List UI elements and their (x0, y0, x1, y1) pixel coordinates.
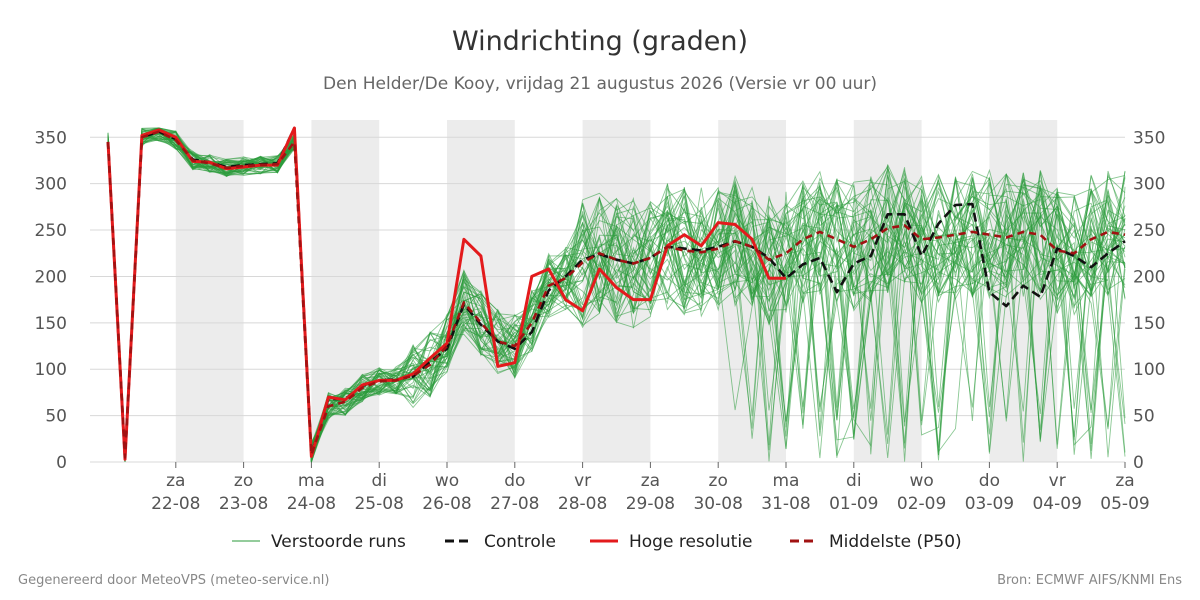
chart-subtitle: Den Helder/De Kooy, vrijdag 21 augustus … (323, 74, 877, 94)
y-tick-right-200: 200 (1133, 267, 1165, 287)
legend-label-3: Middelste (P50) (829, 532, 962, 552)
y-tick-right-0: 0 (1133, 453, 1144, 473)
x-tick-day-3: di (371, 471, 387, 491)
x-tick-date-11: 02-09 (897, 494, 946, 514)
y-tick-right-100: 100 (1133, 360, 1165, 380)
x-tick-day-4: wo (435, 471, 459, 491)
x-tick-date-12: 03-09 (965, 494, 1014, 514)
y-tick-left-300: 300 (35, 175, 67, 195)
ensemble-member-line-46 (107, 127, 1126, 463)
y-tick-right-300: 300 (1133, 175, 1165, 195)
ensemble-member-line-26 (107, 128, 1126, 463)
x-tick-day-6: vr (574, 471, 591, 491)
x-tick-date-1: 23-08 (219, 494, 268, 514)
x-tick-date-2: 24-08 (287, 494, 336, 514)
x-tick-day-10: di (846, 471, 862, 491)
series-line-hoge-resolutie (106, 126, 786, 461)
x-tick-day-1: zo (234, 471, 253, 491)
y-tick-left-50: 50 (45, 407, 67, 427)
ensemble-member-line-33 (107, 130, 1126, 463)
y-tick-right-350: 350 (1133, 128, 1165, 148)
x-tick-day-2: ma (298, 471, 325, 491)
weekend-shade-0 (175, 120, 244, 462)
y-tick-left-0: 0 (56, 453, 67, 473)
x-tick-date-0: 22-08 (151, 494, 200, 514)
x-tick-day-12: do (979, 471, 1000, 491)
ensemble-member-line-27 (107, 127, 1126, 463)
plot-area: 0 0 50 50 100 100 150 150 200 200 250 250 300 300 350 3… (35, 120, 1165, 514)
x-tick-day-13: vr (1049, 471, 1066, 491)
x-tick-day-0: za (166, 471, 185, 491)
x-tick-date-5: 27-08 (490, 494, 539, 514)
chart-title: Windrichting (graden) (452, 26, 748, 57)
legend: Verstoorde runs Controle Hoge resolutie Mid… (232, 532, 962, 552)
x-tick-date-13: 04-09 (1032, 494, 1081, 514)
x-tick-date-3: 25-08 (354, 494, 403, 514)
y-tick-right-50: 50 (1133, 407, 1155, 427)
footer-generated-by: Gegenereerd door MeteoVPS (meteo-service… (18, 573, 329, 588)
x-tick-day-9: ma (773, 471, 800, 491)
legend-label-0: Verstoorde runs (271, 532, 406, 552)
x-tick-date-8: 30-08 (693, 494, 742, 514)
ensemble-member-line-22 (107, 127, 1126, 459)
y-tick-left-250: 250 (35, 221, 67, 241)
x-tick-day-14: za (1115, 471, 1134, 491)
series-line-middelste-p50- (106, 130, 1126, 459)
x-tick-day-8: zo (709, 471, 728, 491)
y-tick-right-250: 250 (1133, 221, 1165, 241)
x-tick-date-9: 31-08 (761, 494, 810, 514)
y-tick-left-150: 150 (35, 314, 67, 334)
ensemble-member-line-47 (107, 137, 1126, 463)
footer-source: Bron: ECMWF AIFS/KNMI Ens (997, 573, 1182, 588)
y-tick-left-100: 100 (35, 360, 67, 380)
x-tick-date-6: 28-08 (558, 494, 607, 514)
x-tick-date-7: 29-08 (626, 494, 675, 514)
legend-label-2: Hoge resolutie (629, 532, 753, 552)
x-tick-day-7: za (641, 471, 660, 491)
x-tick-date-14: 05-09 (1100, 494, 1149, 514)
x-tick-day-5: do (504, 471, 525, 491)
legend-label-1: Controle (484, 532, 556, 552)
x-tick-date-10: 01-09 (829, 494, 878, 514)
x-tick-date-4: 26-08 (422, 494, 471, 514)
y-tick-right-150: 150 (1133, 314, 1165, 334)
y-tick-left-200: 200 (35, 267, 67, 287)
x-tick-day-11: wo (909, 471, 933, 491)
y-tick-left-350: 350 (35, 128, 67, 148)
